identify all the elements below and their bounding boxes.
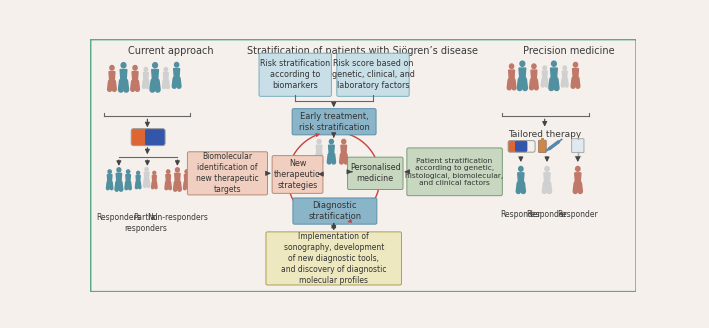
Ellipse shape: [545, 167, 549, 171]
Polygon shape: [166, 174, 170, 182]
Ellipse shape: [552, 61, 557, 66]
Ellipse shape: [543, 66, 547, 70]
Polygon shape: [164, 72, 168, 81]
Polygon shape: [531, 70, 537, 80]
FancyBboxPatch shape: [187, 152, 267, 195]
Ellipse shape: [574, 62, 578, 67]
Polygon shape: [508, 70, 515, 80]
Ellipse shape: [126, 170, 130, 174]
FancyBboxPatch shape: [131, 129, 150, 146]
Polygon shape: [562, 71, 567, 79]
Ellipse shape: [145, 168, 148, 171]
Ellipse shape: [176, 168, 179, 172]
Polygon shape: [544, 173, 550, 183]
Polygon shape: [145, 172, 149, 180]
Ellipse shape: [510, 64, 514, 69]
Polygon shape: [107, 174, 112, 182]
Text: Partial
responders: Partial responders: [124, 214, 167, 233]
Text: Responder: Responder: [557, 210, 598, 219]
Ellipse shape: [144, 68, 147, 71]
Polygon shape: [328, 145, 334, 155]
Text: Implementation of
sonography, development
of new diagnostic tools,
and discovery: Implementation of sonography, developmen…: [281, 232, 386, 285]
Ellipse shape: [108, 170, 111, 174]
Ellipse shape: [342, 139, 346, 144]
FancyBboxPatch shape: [272, 155, 323, 194]
Ellipse shape: [519, 167, 523, 171]
Polygon shape: [109, 72, 115, 82]
Text: Personalised
medicine: Personalised medicine: [350, 163, 401, 183]
Text: Tailored therapy: Tailored therapy: [508, 130, 581, 139]
Ellipse shape: [133, 66, 137, 70]
Text: Patient stratification
according to genetic,
histological, biomolecular,
and cli: Patient stratification according to gene…: [406, 157, 503, 186]
FancyBboxPatch shape: [145, 129, 165, 146]
Text: Diagnostic
stratification: Diagnostic stratification: [308, 201, 362, 221]
FancyBboxPatch shape: [259, 53, 331, 96]
FancyBboxPatch shape: [292, 109, 376, 135]
Polygon shape: [174, 69, 179, 79]
FancyBboxPatch shape: [515, 141, 527, 152]
Polygon shape: [116, 173, 121, 183]
FancyBboxPatch shape: [407, 148, 503, 196]
Ellipse shape: [185, 170, 189, 174]
Ellipse shape: [121, 63, 126, 68]
Ellipse shape: [576, 167, 580, 171]
Polygon shape: [518, 173, 524, 183]
Polygon shape: [542, 71, 547, 79]
Polygon shape: [184, 174, 189, 182]
Polygon shape: [136, 175, 140, 182]
Text: Stratification of patients with Sjögren’s disease: Stratification of patients with Sjögren’…: [247, 46, 479, 56]
FancyBboxPatch shape: [539, 140, 546, 153]
Ellipse shape: [137, 171, 140, 174]
Text: Early treatment,
risk stratification: Early treatment, risk stratification: [298, 112, 369, 132]
Ellipse shape: [167, 170, 169, 174]
Ellipse shape: [174, 62, 179, 67]
Polygon shape: [551, 68, 557, 80]
FancyBboxPatch shape: [571, 139, 584, 153]
Text: Risk stratification
according to
biomarkers: Risk stratification according to biomark…: [260, 59, 330, 91]
Ellipse shape: [520, 61, 525, 66]
Polygon shape: [120, 70, 127, 81]
Ellipse shape: [532, 64, 536, 69]
Polygon shape: [152, 175, 156, 182]
Bar: [541, 138, 544, 142]
Text: Responder: Responder: [527, 210, 567, 219]
Text: New
therapeutic
strategies: New therapeutic strategies: [274, 159, 320, 190]
Polygon shape: [575, 173, 581, 183]
Polygon shape: [152, 70, 158, 81]
Text: Responder: Responder: [501, 210, 541, 219]
Text: Risk score based on
genetic, clinical, and
laboratory factors: Risk score based on genetic, clinical, a…: [332, 59, 415, 91]
Polygon shape: [125, 174, 130, 182]
Polygon shape: [143, 72, 148, 81]
FancyBboxPatch shape: [293, 198, 377, 224]
Ellipse shape: [110, 66, 114, 70]
FancyBboxPatch shape: [508, 141, 527, 152]
Ellipse shape: [563, 66, 566, 70]
FancyBboxPatch shape: [337, 53, 409, 96]
Text: Responders: Responders: [96, 214, 141, 222]
Polygon shape: [316, 145, 322, 155]
Text: Current approach: Current approach: [128, 46, 214, 56]
Ellipse shape: [164, 68, 167, 71]
Ellipse shape: [317, 139, 321, 144]
Text: Biomolecular
identification of
new therapeutic
targets: Biomolecular identification of new thera…: [196, 152, 259, 195]
FancyBboxPatch shape: [347, 157, 403, 190]
Polygon shape: [519, 68, 526, 80]
Ellipse shape: [153, 171, 156, 174]
Text: Precision medicine: Precision medicine: [523, 46, 615, 56]
Text: Non-responders: Non-responders: [147, 214, 208, 222]
Polygon shape: [573, 69, 579, 79]
Polygon shape: [174, 173, 180, 183]
Ellipse shape: [117, 168, 121, 172]
FancyBboxPatch shape: [266, 232, 401, 285]
Polygon shape: [341, 145, 347, 155]
Ellipse shape: [330, 139, 333, 144]
Ellipse shape: [152, 63, 157, 68]
Polygon shape: [132, 72, 138, 82]
